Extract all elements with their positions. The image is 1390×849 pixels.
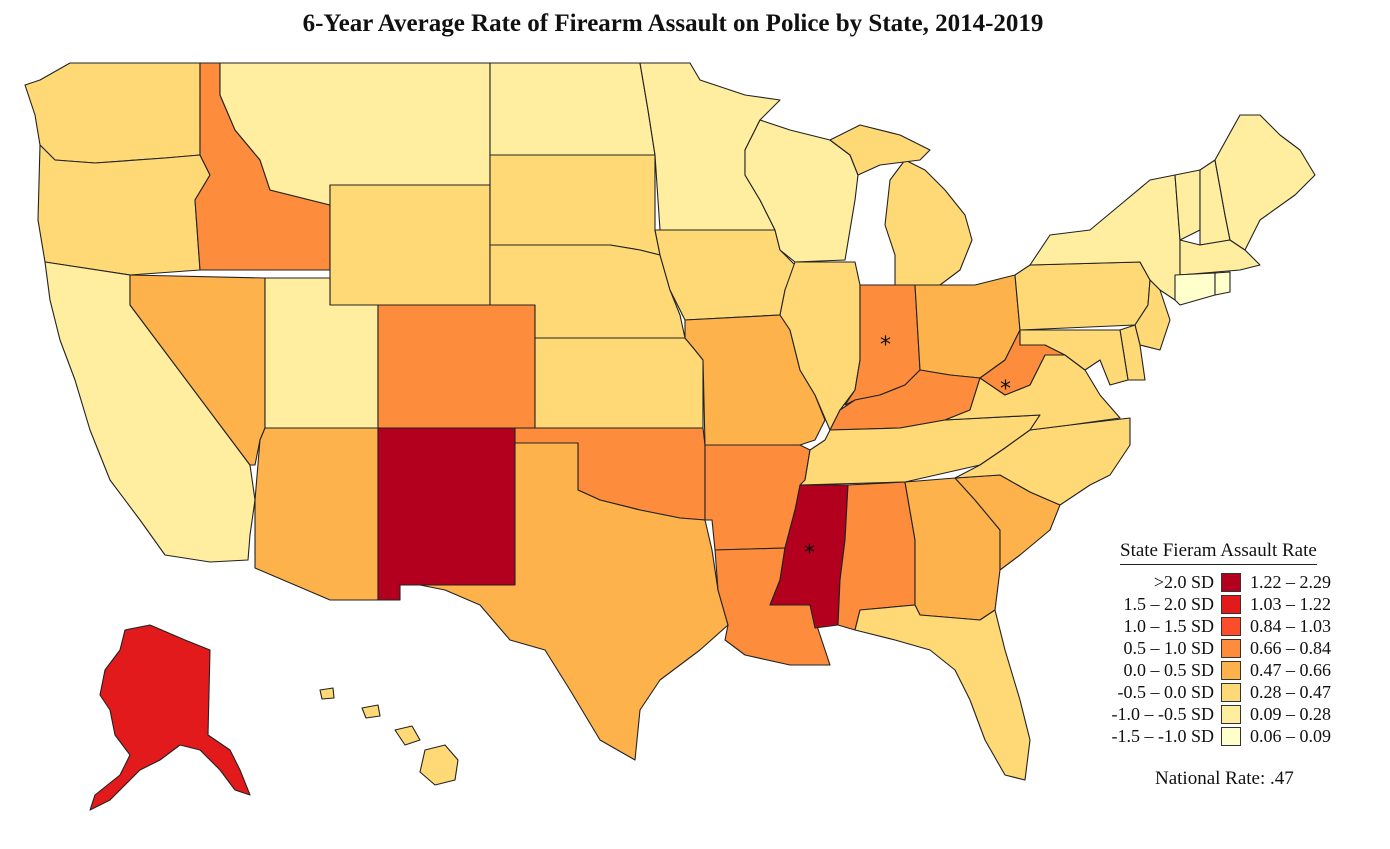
state-ri	[1214, 271, 1231, 296]
state-mi-up	[829, 124, 931, 176]
state-pa	[1014, 261, 1151, 331]
state-nm	[377, 427, 516, 601]
legend-swatch	[1221, 683, 1241, 702]
state-hi-maui	[394, 725, 421, 746]
state-mi	[884, 159, 973, 286]
legend-sd-label: 0.0 – 0.5 SD	[1123, 660, 1214, 680]
state-ne	[489, 244, 686, 339]
legend-row: 0.0 – 0.5 SD 0.47 – 0.66	[1080, 660, 1370, 682]
legend-row: 1.0 – 1.5 SD 0.84 – 1.03	[1080, 616, 1370, 638]
legend-sd-label: -1.0 – -0.5 SD	[1111, 704, 1215, 724]
state-vt	[1174, 169, 1201, 241]
legend-row: -1.0 – -0.5 SD 0.09 – 0.28	[1080, 704, 1370, 726]
state-ak	[89, 624, 251, 811]
marker-ms-asterisk: *	[804, 541, 815, 566]
state-tx	[419, 442, 729, 761]
state-hi-oahu	[361, 704, 381, 719]
legend-range-label: 0.09 – 0.28	[1250, 704, 1331, 724]
national-rate-label: National Rate: .47	[1155, 768, 1294, 789]
legend-swatch	[1221, 617, 1241, 636]
legend-swatch	[1221, 705, 1241, 724]
legend-row: -0.5 – 0.0 SD 0.28 – 0.47	[1080, 682, 1370, 704]
state-co	[377, 304, 536, 429]
state-wy	[329, 184, 491, 306]
state-ma	[1179, 239, 1261, 276]
legend-range-label: 0.66 – 0.84	[1250, 638, 1331, 658]
legend-title: State Fieram Assault Rate	[1120, 540, 1317, 565]
state-fl	[854, 604, 1031, 781]
legend-row: >2.0 SD 1.22 – 2.29	[1080, 572, 1370, 594]
state-sd	[489, 154, 661, 256]
legend-sd-label: 1.5 – 2.0 SD	[1123, 594, 1214, 614]
legend-row: 1.5 – 2.0 SD 1.03 – 1.22	[1080, 594, 1370, 616]
legend-sd-label: -1.5 – -1.0 SD	[1111, 726, 1215, 746]
state-ct	[1174, 272, 1216, 306]
legend-swatch	[1221, 661, 1241, 680]
legend-sd-label: 0.5 – 1.0 SD	[1123, 638, 1214, 658]
legend-swatch	[1221, 573, 1241, 592]
state-az	[254, 427, 379, 601]
legend-sd-label: -0.5 – 0.0 SD	[1117, 682, 1214, 702]
legend-row: -1.5 – -1.0 SD 0.06 – 0.09	[1080, 726, 1370, 748]
legend-range-label: 1.03 – 1.22	[1250, 594, 1331, 614]
state-wa	[24, 62, 201, 164]
state-me	[1214, 114, 1316, 251]
marker-in-asterisk: *	[880, 333, 891, 358]
legend-range-label: 0.28 – 0.47	[1250, 682, 1331, 702]
state-hi	[419, 744, 459, 786]
state-nd	[489, 62, 656, 156]
state-or	[37, 144, 211, 276]
legend-sd-label: >2.0 SD	[1153, 572, 1214, 592]
legend-sd-label: 1.0 – 1.5 SD	[1123, 616, 1214, 636]
legend-swatch	[1221, 727, 1241, 746]
legend-range-label: 0.47 – 0.66	[1250, 660, 1331, 680]
legend-row: 0.5 – 1.0 SD 0.66 – 0.84	[1080, 638, 1370, 660]
state-ks	[534, 337, 704, 429]
legend-swatch	[1221, 639, 1241, 658]
legend-range-label: 1.22 – 2.29	[1250, 572, 1331, 592]
legend-range-label: 0.06 – 0.09	[1250, 726, 1331, 746]
legend-swatch	[1221, 595, 1241, 614]
state-hi-kauai	[319, 687, 335, 700]
state-md	[1019, 329, 1129, 386]
marker-wv-asterisk: *	[1000, 377, 1011, 402]
map-title: 6-Year Average Rate of Firearm Assault o…	[302, 10, 1044, 37]
legend-range-label: 0.84 – 1.03	[1250, 616, 1331, 636]
